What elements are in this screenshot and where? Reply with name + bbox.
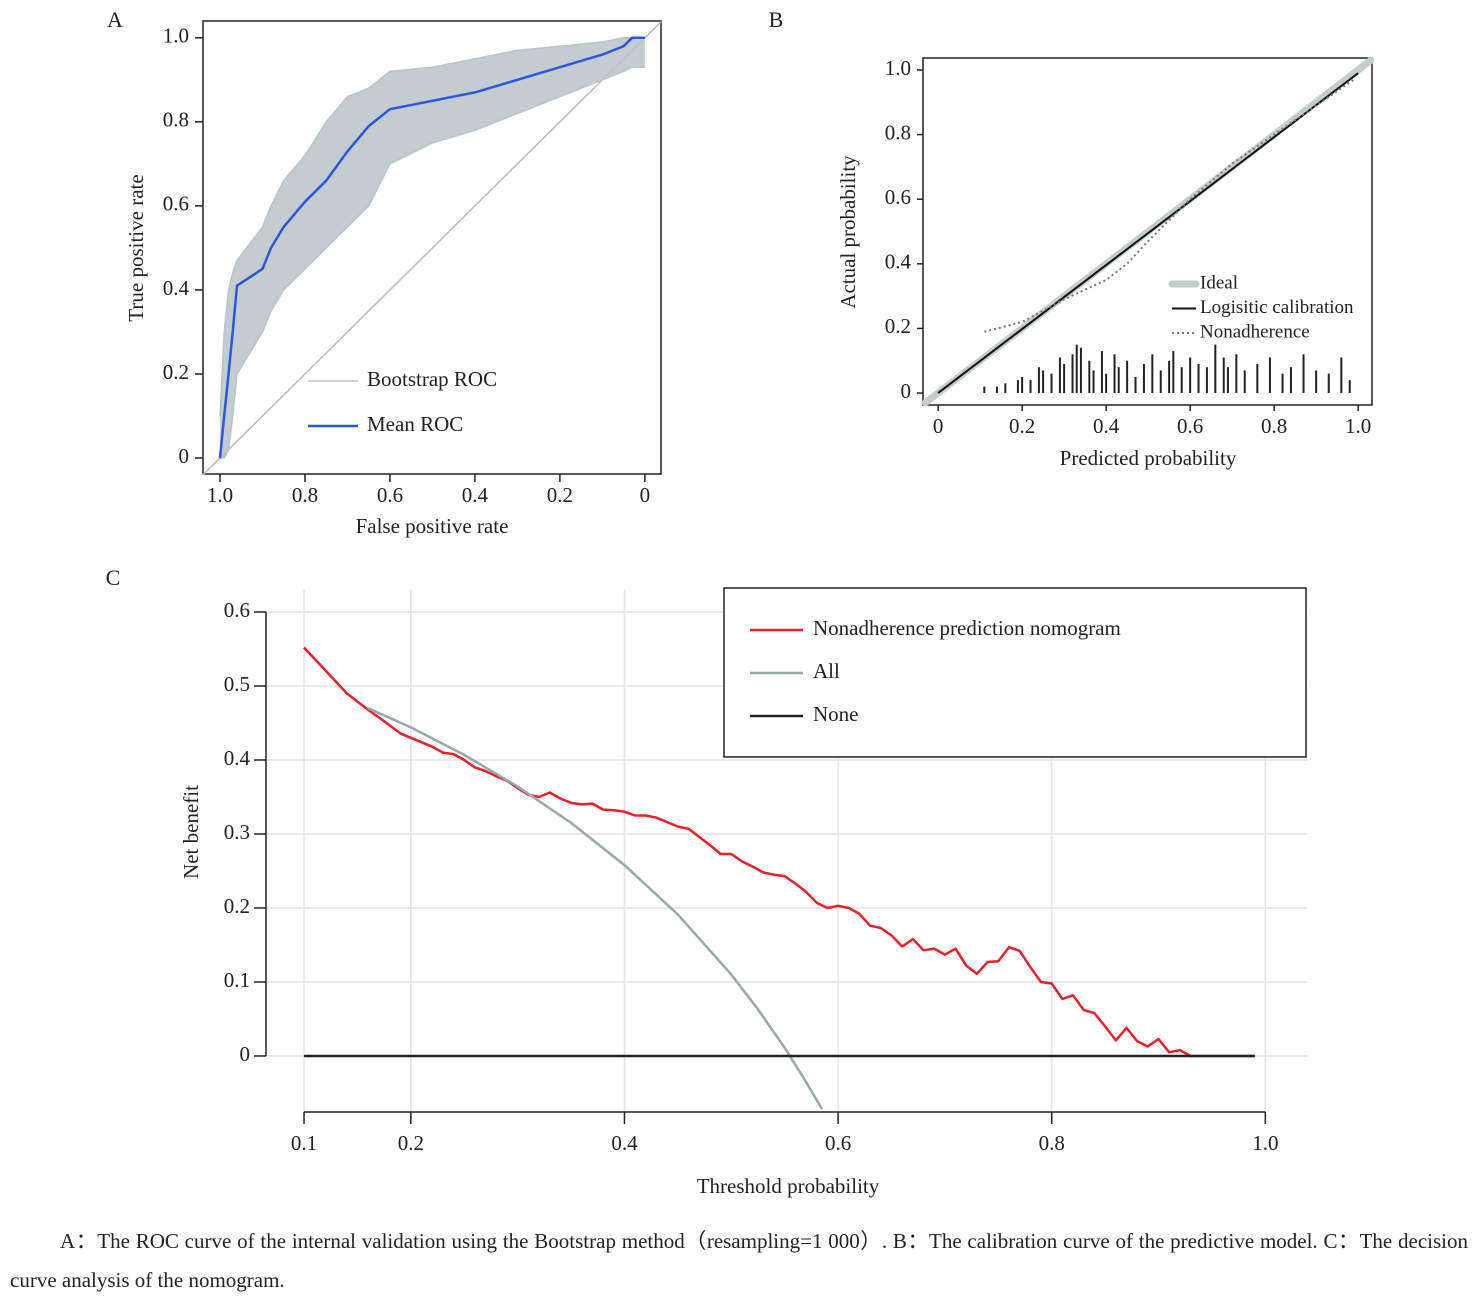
x-axis-title: Predicted probability: [1060, 446, 1237, 470]
x-tick-label: 0.2: [1009, 414, 1035, 438]
x-tick-label: 0.6: [825, 1131, 851, 1155]
x-tick-label: 0.4: [462, 483, 489, 507]
y-tick-label: 0.4: [224, 746, 251, 770]
x-tick-label: 0.8: [1261, 414, 1287, 438]
x-tick-label: 0: [640, 483, 651, 507]
x-tick-label: 0.1: [291, 1131, 317, 1155]
y-tick-label: 0.2: [224, 894, 250, 918]
series-line: [937, 72, 1359, 394]
x-tick-label: 0: [933, 414, 944, 438]
legend-label: Ideal: [1200, 272, 1238, 293]
reference-diagonal: [202, 21, 662, 476]
plot-frame: [202, 20, 662, 475]
y-axis-title: True positive rate: [124, 174, 148, 321]
caption: A：The ROC curve of the internal validati…: [10, 1229, 1468, 1292]
y-tick-label: 1.0: [885, 56, 911, 80]
band-lower: [220, 66, 645, 459]
bootstrap-band: [219, 37, 645, 459]
legend-label: Nonadherence: [1200, 321, 1310, 342]
y-tick-label: 0.8: [885, 120, 911, 144]
y-tick-label: 0.1: [224, 968, 250, 992]
legend-label: Mean ROC: [367, 412, 463, 436]
x-tick-label: 0.6: [377, 483, 403, 507]
y-tick-label: 0.6: [163, 192, 189, 216]
y-tick-label: 0: [240, 1042, 251, 1066]
legend-label: Nonadherence prediction nomogram: [813, 616, 1121, 640]
y-tick-label: 0.2: [885, 314, 911, 338]
x-tick-label: 1.0: [1345, 414, 1371, 438]
x-tick-label: 1.0: [207, 483, 233, 507]
legend-label: Logisitic calibration: [1200, 297, 1354, 318]
y-tick-label: 0.6: [224, 598, 250, 622]
plot-frame: [922, 57, 1373, 406]
y-tick-label: 0.2: [163, 360, 189, 384]
x-tick-label: 0.2: [547, 483, 573, 507]
x-tick-label: 1.0: [1252, 1131, 1278, 1155]
x-tick-label: 0.6: [1177, 414, 1203, 438]
y-axis-title: Actual probability: [836, 155, 860, 309]
legend-label: Bootstrap ROC: [367, 367, 497, 391]
y-axis-title: Net benefit: [179, 785, 203, 879]
y-tick-label: 0.8: [163, 108, 189, 132]
series-line: [303, 646, 1255, 1058]
series-line: [218, 36, 645, 459]
x-tick-label: 0.4: [611, 1131, 638, 1155]
series-line: [984, 78, 1355, 333]
x-tick-label: 0.4: [1093, 414, 1120, 438]
legend-label: None: [813, 702, 859, 726]
x-tick-label: 0.8: [1039, 1131, 1065, 1155]
x-tick-label: 0.8: [292, 483, 318, 507]
y-tick-label: 0.5: [224, 672, 250, 696]
legend-label: All: [813, 659, 840, 683]
panel-label: A: [107, 7, 123, 32]
x-tick-label: 0.2: [398, 1131, 424, 1155]
figure: A 0 0.2 0.4 0.6 0.8 1.0 1.0 0.8 0.6 0.4 0.2 0 False p…: [106, 7, 1375, 1198]
x-axis-title: Threshold probability: [697, 1174, 880, 1198]
band-upper: [219, 37, 645, 417]
y-tick-label: 1.0: [163, 24, 189, 48]
panel-label: B: [769, 7, 784, 32]
y-tick-label: 0.3: [224, 820, 250, 844]
y-tick-label: 0.4: [163, 276, 190, 300]
series-line: [367, 707, 824, 1110]
y-tick-label: 0.6: [885, 185, 911, 209]
y-tick-label: 0: [901, 379, 912, 403]
x-axis-title: False positive rate: [356, 514, 509, 538]
legend-frame: [723, 587, 1307, 758]
y-tick-label: 0.4: [885, 250, 912, 274]
y-tick-label: 0: [179, 444, 190, 468]
panel-label: C: [106, 565, 121, 590]
